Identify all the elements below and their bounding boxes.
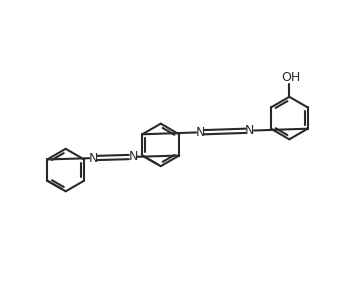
Text: N: N [128, 150, 138, 163]
Text: N: N [196, 126, 205, 139]
Text: OH: OH [281, 71, 300, 84]
Text: N: N [89, 152, 98, 165]
Text: N: N [245, 124, 255, 137]
